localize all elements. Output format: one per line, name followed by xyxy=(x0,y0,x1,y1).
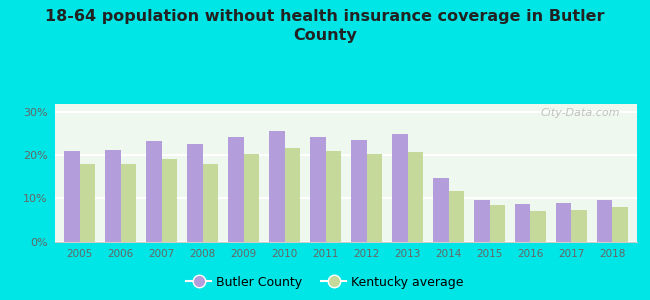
Bar xyxy=(203,164,218,242)
Bar xyxy=(162,159,177,242)
Bar xyxy=(367,154,382,242)
Bar xyxy=(474,200,489,242)
Bar xyxy=(187,145,203,242)
Bar xyxy=(351,140,367,242)
Bar xyxy=(121,164,136,242)
Bar xyxy=(571,211,587,242)
Bar xyxy=(448,190,464,242)
Bar xyxy=(392,134,408,242)
Bar xyxy=(146,141,162,242)
Bar xyxy=(105,150,121,242)
Bar xyxy=(285,148,300,242)
Bar xyxy=(489,205,505,242)
Bar xyxy=(515,204,530,242)
Bar xyxy=(80,164,96,242)
Bar xyxy=(556,203,571,242)
Bar xyxy=(597,200,612,242)
Bar xyxy=(228,137,244,242)
Bar xyxy=(433,178,448,242)
Bar xyxy=(326,151,341,242)
Text: City-Data.com: City-Data.com xyxy=(540,108,619,118)
Bar xyxy=(64,151,80,242)
Bar xyxy=(269,131,285,242)
Text: 18-64 population without health insurance coverage in Butler
County: 18-64 population without health insuranc… xyxy=(46,9,605,43)
Bar xyxy=(612,207,628,242)
Bar xyxy=(310,137,326,242)
Bar xyxy=(408,152,423,242)
Legend: Butler County, Kentucky average: Butler County, Kentucky average xyxy=(181,271,469,294)
Bar xyxy=(244,154,259,242)
Bar xyxy=(530,211,546,242)
